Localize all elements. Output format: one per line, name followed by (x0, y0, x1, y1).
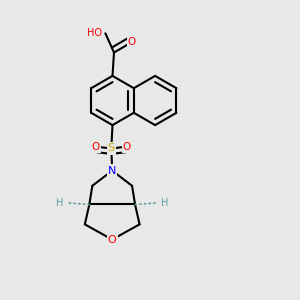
Text: O: O (128, 37, 136, 47)
Text: O: O (123, 142, 131, 152)
Text: N: N (108, 166, 116, 176)
Text: O: O (92, 142, 100, 152)
Text: O: O (108, 235, 117, 244)
Text: H: H (56, 198, 63, 208)
Text: H: H (161, 198, 169, 208)
Text: S: S (108, 143, 115, 154)
Text: HO: HO (87, 28, 102, 38)
